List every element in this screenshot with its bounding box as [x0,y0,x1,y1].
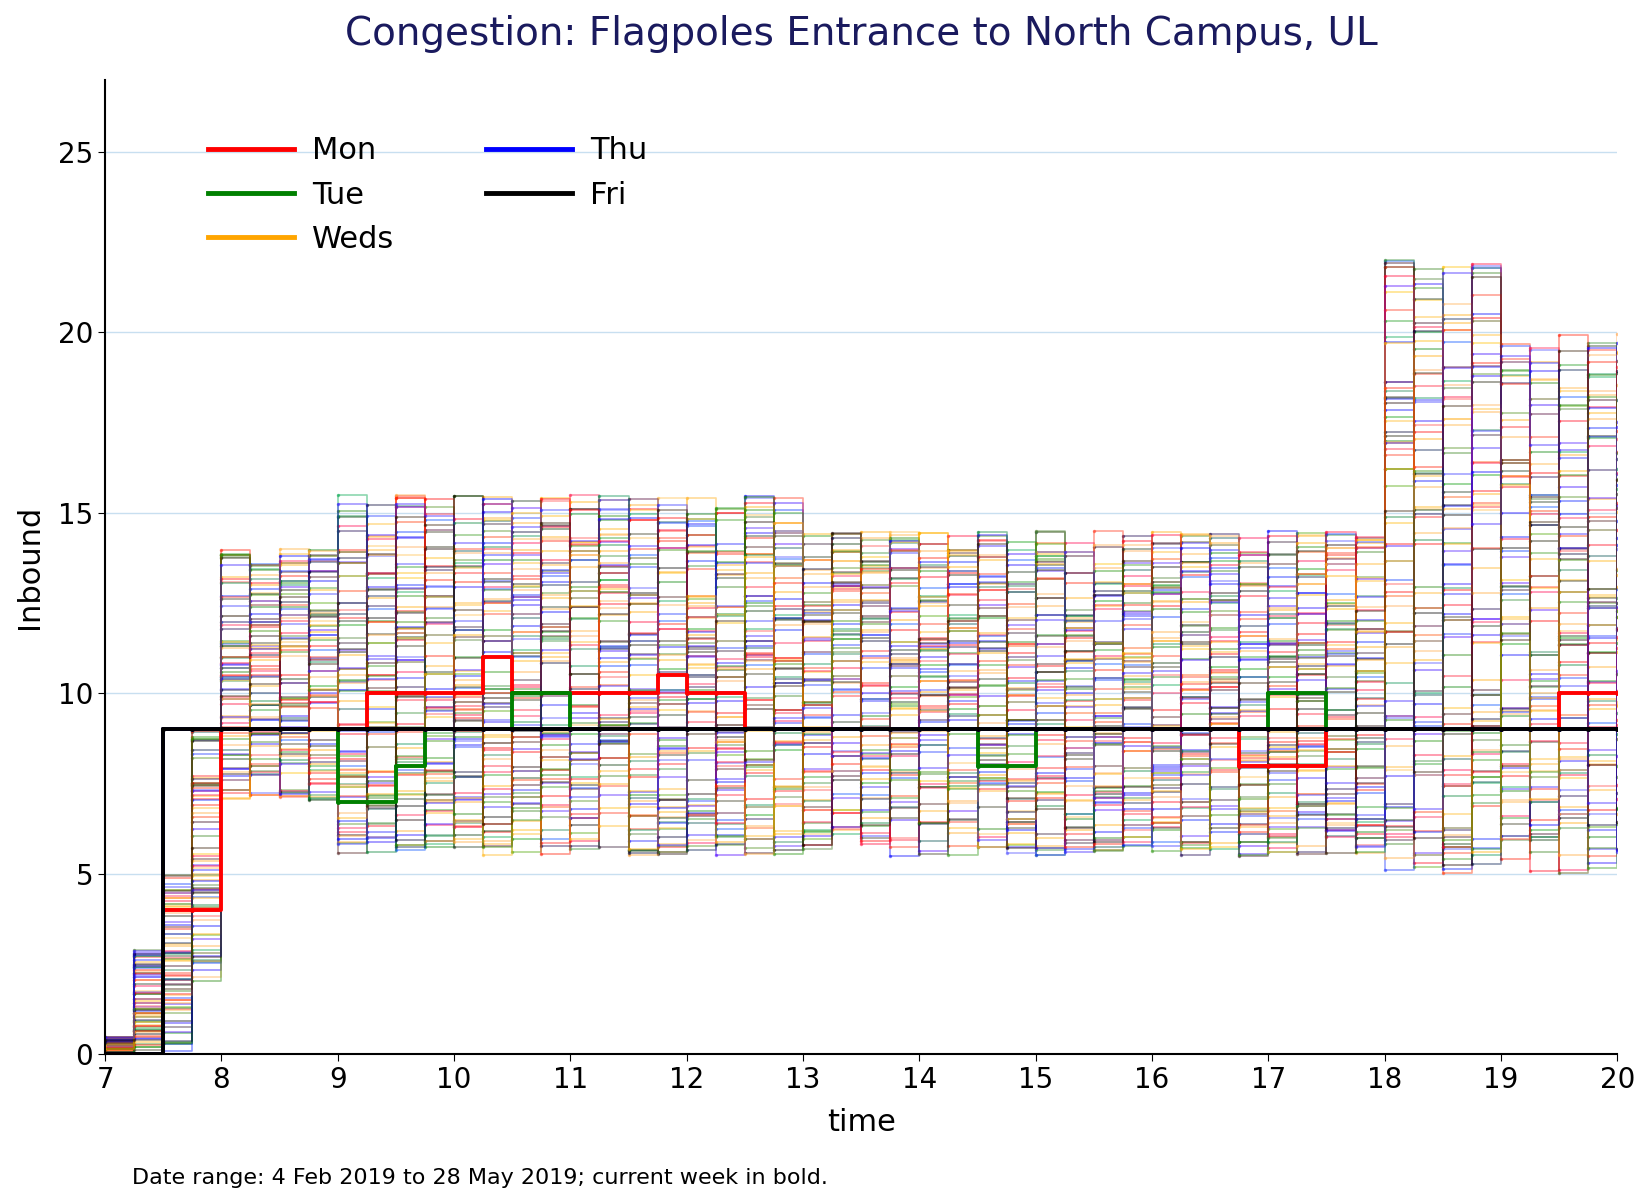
Text: Date range: 4 Feb 2019 to 28 May 2019; current week in bold.: Date range: 4 Feb 2019 to 28 May 2019; c… [132,1168,828,1188]
Legend: Mon, Tue, Weds, Thu, Fri: Mon, Tue, Weds, Thu, Fri [196,125,660,266]
Title: Congestion: Flagpoles Entrance to North Campus, UL: Congestion: Flagpoles Entrance to North … [345,14,1378,53]
X-axis label: time: time [827,1108,896,1136]
Y-axis label: Inbound: Inbound [15,505,45,629]
